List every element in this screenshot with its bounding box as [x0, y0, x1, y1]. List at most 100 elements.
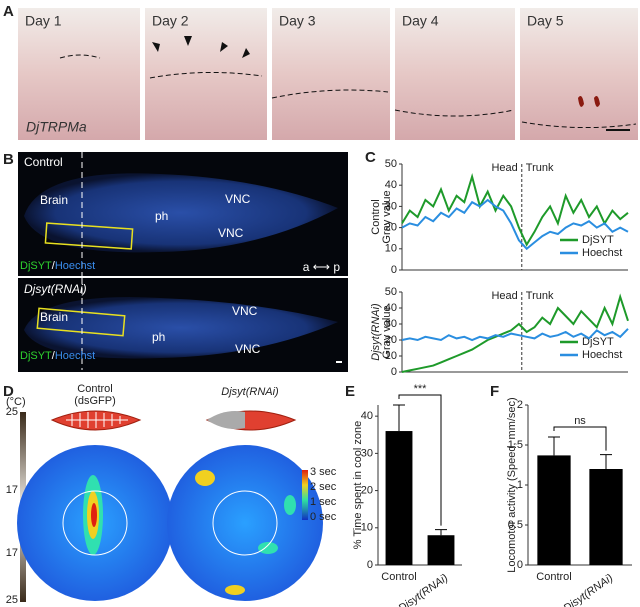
bar — [537, 455, 571, 565]
error-bar — [393, 404, 405, 432]
region-label: VNC — [225, 192, 251, 206]
annotation: Trunk — [526, 290, 554, 302]
stain: Hoechst — [55, 350, 95, 362]
stain-label: DjSYT/Hoechst — [20, 350, 95, 362]
y-tick-label: 1.5 — [508, 439, 523, 451]
y-tick-label: 10 — [385, 350, 397, 362]
y-label: Gray value — [381, 305, 393, 358]
significance-label: ns — [574, 415, 586, 427]
y-tick-label: 0 — [391, 366, 397, 378]
y-tick-label: 50 — [385, 158, 397, 170]
y-tick-label: 30 — [385, 318, 397, 330]
boundary — [394, 109, 515, 117]
stain: DjSYT — [20, 350, 52, 362]
image — [395, 8, 515, 140]
condition-label: Djsyt(RNAi) — [221, 386, 279, 398]
stain-label: DjSYT/Hoechst — [20, 260, 95, 272]
heatmap — [167, 445, 323, 601]
region-label: VNC — [218, 226, 244, 240]
y-label-group: Control — [370, 199, 382, 234]
data-line — [401, 293, 629, 373]
bar — [589, 469, 623, 565]
panel-letter: C — [365, 149, 376, 166]
boundary — [59, 54, 101, 59]
y-tick-label: 10 — [385, 243, 397, 255]
panel-letter: A — [3, 3, 14, 20]
error-bar — [435, 529, 447, 536]
condition-label: Djsyt(RNAi) — [24, 282, 87, 296]
y-label-group: Djsyt(RNAi) — [370, 303, 382, 361]
y-tick-label: 10 — [361, 522, 373, 534]
region-label: ph — [152, 330, 165, 344]
time-scale-label: 3 sec — [310, 466, 337, 478]
time-scale-bar — [302, 470, 308, 520]
temperature-tick: 25 — [6, 594, 18, 606]
cool-zone — [62, 490, 128, 556]
y-tick-label: 40 — [361, 410, 373, 422]
annotation: Head — [491, 162, 517, 174]
y-tick-label: 40 — [385, 179, 397, 191]
temperature-unit: (°C) — [6, 396, 26, 408]
legend-label: DjSYT — [582, 234, 614, 246]
data-line — [401, 173, 629, 247]
data-line — [401, 198, 629, 251]
cool-zone — [212, 490, 278, 556]
y-tick-label: 0 — [367, 559, 373, 571]
heat-spot — [225, 585, 245, 595]
y-tick-label: 0 — [517, 559, 523, 571]
day-label: Day 2 — [152, 13, 189, 29]
panel-b-images — [18, 152, 348, 372]
y-tick-label: 0 — [391, 264, 397, 276]
error-bar — [600, 454, 612, 469]
significance-bracket — [398, 394, 442, 526]
worm-icon-head — [207, 411, 245, 429]
temperature-tick: 17 — [6, 547, 18, 559]
stain-separator: / — [52, 350, 56, 362]
heat-spot — [284, 495, 296, 515]
time-scale-label: 1 sec — [310, 496, 337, 508]
data-line — [401, 328, 629, 342]
condition-label: Control — [24, 155, 63, 169]
gene-label: DjTRPMa — [26, 119, 87, 135]
y-label: Locomotor activity (Speed, mm/sec) — [506, 397, 518, 572]
panel-d-images — [17, 410, 323, 602]
stain: Hoechst — [55, 260, 95, 272]
condition-sublabel: (dsGFP) — [74, 395, 116, 407]
bar — [427, 535, 455, 565]
day-label: Day 4 — [402, 13, 439, 29]
legend-label: Hoechst — [582, 349, 622, 361]
legend-label: DjSYT — [582, 336, 614, 348]
y-tick-label: 20 — [361, 484, 373, 496]
boundary — [149, 71, 263, 79]
x-tick-label: Control — [381, 571, 416, 583]
temperature-tick: 25 — [6, 406, 18, 418]
y-tick-label: 20 — [385, 334, 397, 346]
condition-label: Control — [77, 383, 112, 395]
region-label: Brain — [40, 193, 68, 207]
y-tick-label: 2 — [517, 399, 523, 411]
bar — [385, 431, 413, 565]
roi — [44, 222, 134, 250]
panel-letter: F — [490, 383, 499, 400]
panel-a-images — [18, 8, 638, 140]
legend-label: Hoechst — [582, 247, 622, 259]
eyes — [578, 96, 600, 107]
annotation: Head — [491, 290, 517, 302]
region-label: VNC — [232, 304, 258, 318]
annotation: Trunk — [526, 162, 554, 174]
temperature-tick: 17 — [6, 484, 18, 496]
y-tick-label: 50 — [385, 286, 397, 298]
y-tick-label: 1 — [517, 479, 523, 491]
y-tick-label: 0.5 — [508, 519, 523, 531]
boundary — [521, 121, 637, 129]
y-tick-label: 40 — [385, 302, 397, 314]
region-label: ph — [155, 209, 168, 223]
day-label: Day 5 — [527, 13, 564, 29]
image — [18, 8, 140, 140]
day-label: Day 3 — [279, 13, 316, 29]
image — [272, 8, 390, 140]
stain: DjSYT — [20, 260, 52, 272]
y-tick-label: 30 — [385, 200, 397, 212]
panel-letter: B — [3, 151, 14, 168]
